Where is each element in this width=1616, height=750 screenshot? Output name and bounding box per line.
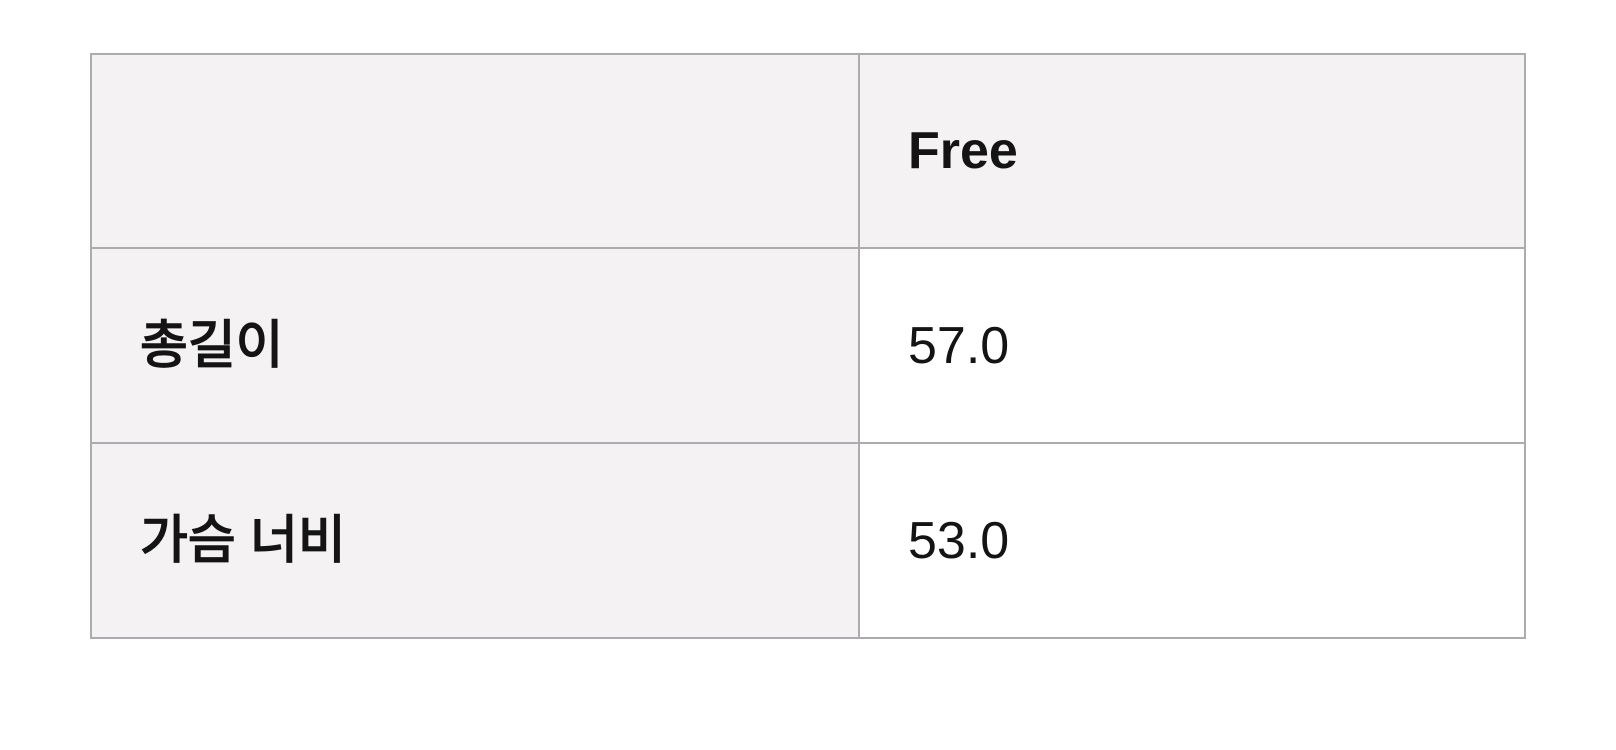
measurement-label-cell: 총길이 — [90, 247, 860, 444]
measurement-value-cell: 57.0 — [858, 247, 1526, 444]
table-row-chest-width: 가슴 너비 53.0 — [90, 442, 1526, 639]
size-header-cell-free: Free — [858, 53, 1526, 249]
measurement-label-cell: 가슴 너비 — [90, 442, 860, 639]
size-spec-table: Free 총길이 57.0 가슴 너비 53.0 — [90, 53, 1526, 639]
measurement-value-cell: 53.0 — [858, 442, 1526, 639]
table-row-total-length: 총길이 57.0 — [90, 247, 1526, 444]
corner-header-cell — [90, 53, 860, 249]
size-table-header-row: Free — [90, 53, 1526, 249]
